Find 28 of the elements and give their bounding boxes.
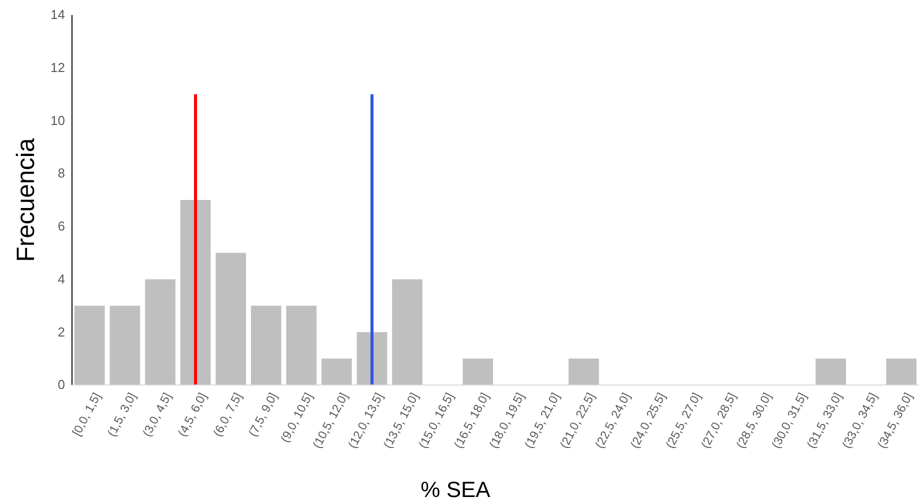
y-axis-title: Frecuencia	[12, 138, 40, 262]
y-tick-label: 0	[58, 377, 65, 392]
bar	[250, 306, 282, 385]
bar	[74, 306, 105, 385]
bar	[286, 306, 317, 385]
y-tick-label: 2	[58, 324, 65, 340]
bar	[568, 358, 599, 385]
y-tick-label: 6	[58, 218, 65, 234]
bar	[392, 279, 422, 385]
y-tick-label: 4	[58, 271, 65, 286]
y-tick-label: 8	[58, 166, 65, 181]
bar	[110, 306, 140, 385]
bar	[145, 279, 176, 385]
bar	[816, 358, 846, 385]
x-tick-label: (1,5, 3,0]	[104, 390, 139, 439]
y-tick-label: 14	[50, 7, 65, 22]
bar	[216, 252, 246, 385]
x-axis-title: % SEA	[420, 477, 491, 502]
y-tick-label: 10	[50, 112, 65, 128]
x-tick-label: (7,5, 9,0]	[246, 390, 280, 439]
bar	[322, 358, 352, 385]
y-tick-label: 12	[50, 60, 65, 76]
bar	[886, 358, 917, 385]
x-tick-label: [0,0, 1,5]	[69, 390, 104, 438]
bar	[462, 358, 494, 385]
x-tick-label: (4,5, 6,0]	[174, 390, 210, 439]
x-tick-label: (6,0, 7,5]	[210, 390, 245, 439]
x-tick-label: (3,0, 4,5]	[140, 390, 174, 439]
